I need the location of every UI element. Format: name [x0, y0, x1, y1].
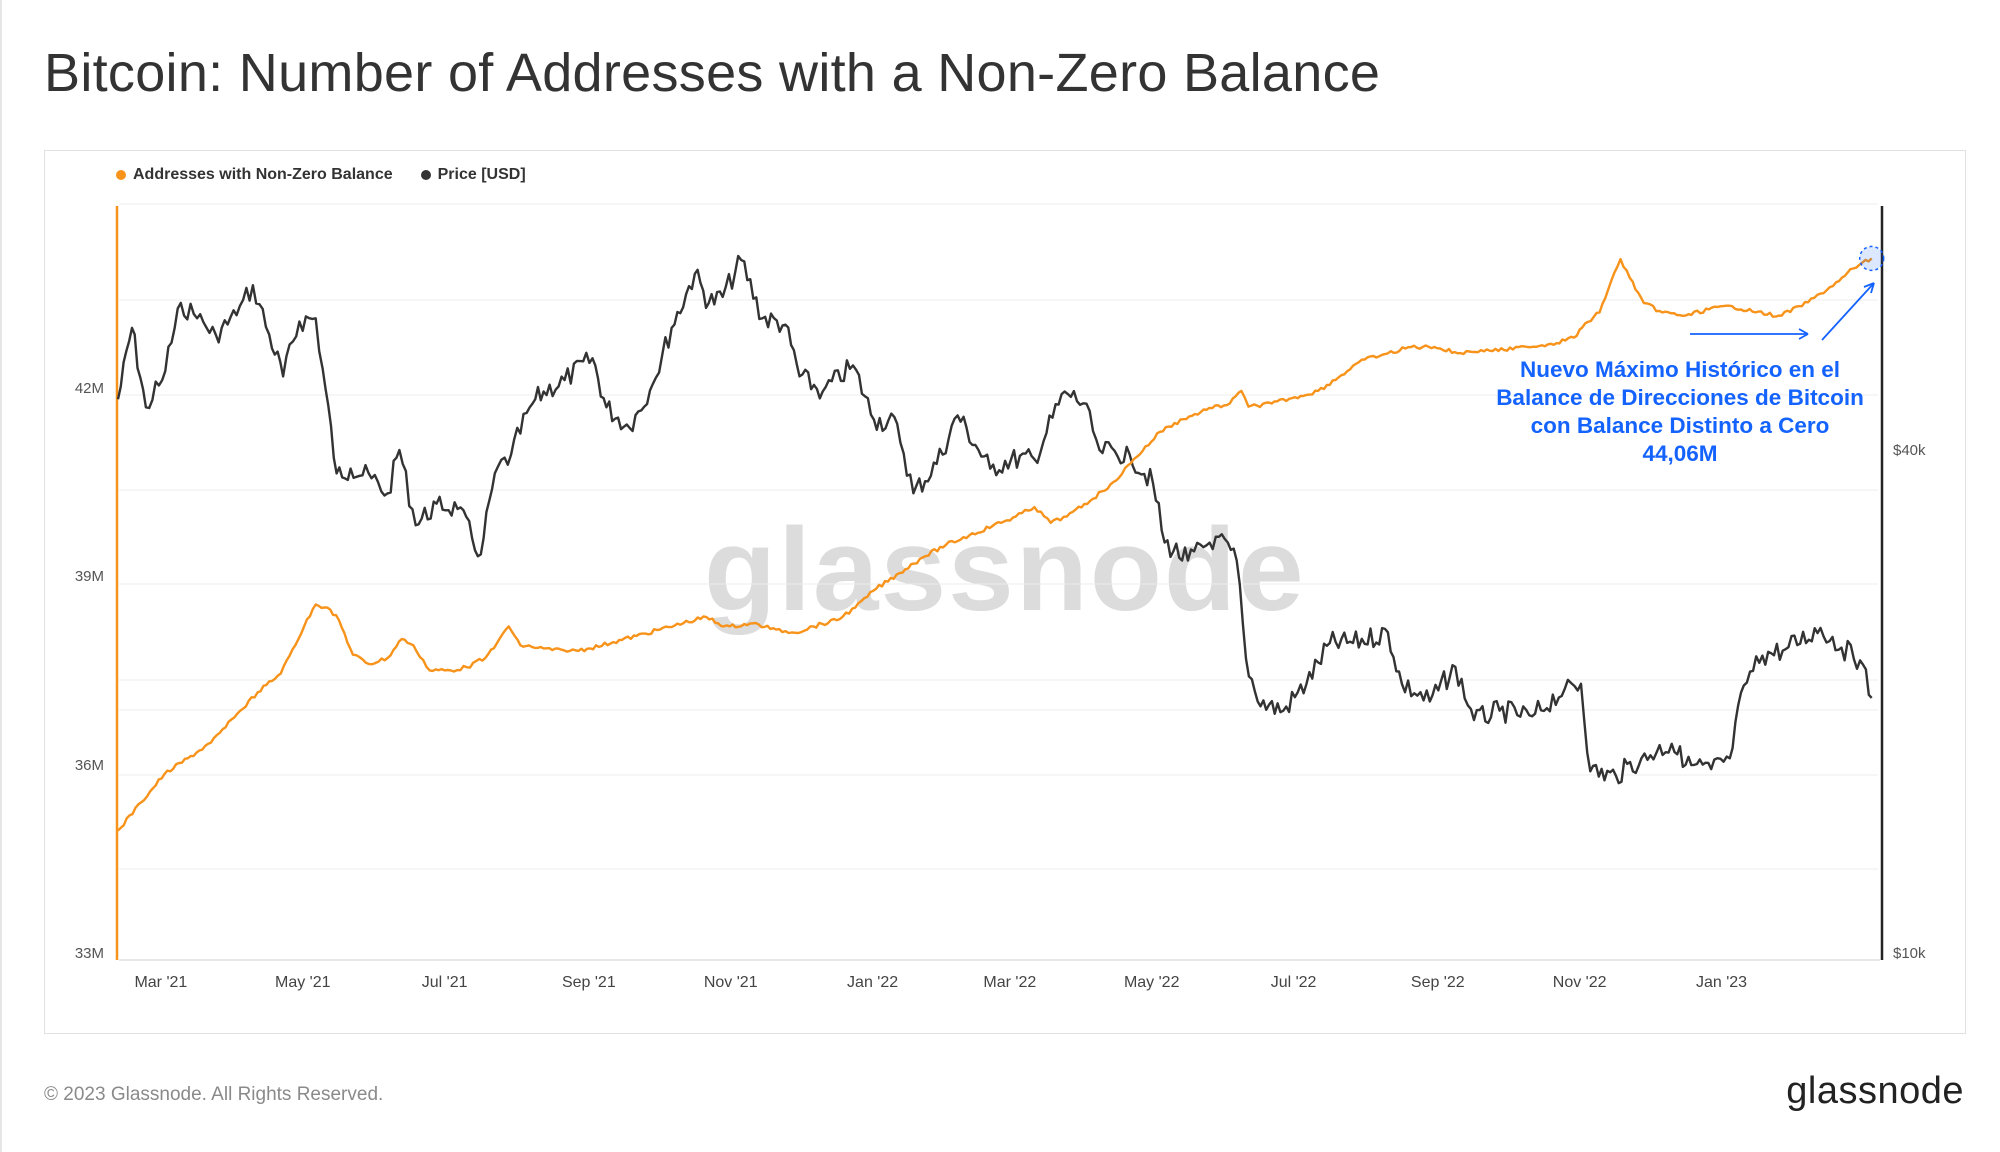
y-right-tick-label: $40k [1893, 442, 1926, 459]
legend-label-price: Price [USD] [437, 166, 526, 183]
annotation-line-3: con Balance Distinto a Cero [1530, 413, 1830, 438]
x-tick-label: Sep '21 [562, 974, 616, 991]
page-edge [0, 0, 2, 1152]
x-tick-label: May '22 [1124, 974, 1180, 991]
copyright-footer: © 2023 Glassnode. All Rights Reserved. [44, 1084, 384, 1105]
legend-item-price[interactable]: Price [USD] [420, 166, 526, 184]
addresses-series-line [117, 257, 1873, 832]
x-tick-label: Jan '22 [847, 974, 898, 991]
x-tick-label: Sep '22 [1411, 974, 1465, 991]
x-tick-label: Mar '21 [134, 974, 187, 991]
legend-dot-addresses [116, 170, 126, 180]
x-tick-label: Nov '22 [1553, 974, 1607, 991]
chart-panel [44, 150, 1966, 1034]
x-tick-label: Jul '22 [1271, 974, 1317, 991]
y-left-tick-label: 33M [75, 945, 104, 962]
legend: Addresses with Non-Zero Balance Price [U… [116, 166, 526, 184]
watermark: glassnode [704, 504, 1306, 636]
x-tick-label: May '21 [275, 974, 331, 991]
price-series-line [116, 254, 1873, 785]
legend-item-addresses[interactable]: Addresses with Non-Zero Balance [116, 166, 393, 184]
legend-dot-price [420, 170, 431, 180]
annotation-line-2: Balance de Direcciones de Bitcoin [1496, 385, 1864, 410]
y-left-tick-label: 42M [75, 380, 104, 397]
annotation-arrowhead-horizontal [1798, 328, 1809, 340]
annotation-line-1: Nuevo Máximo Histórico en el [1519, 357, 1841, 382]
ath-annotation: Nuevo Máximo Histórico en el Balance de … [1460, 356, 1900, 468]
legend-label-addresses: Addresses with Non-Zero Balance [133, 166, 393, 183]
y-left-tick-label: 39M [75, 568, 104, 585]
y-right-tick-label: $10k [1893, 945, 1926, 962]
x-tick-label: Jan '23 [1696, 974, 1747, 991]
x-tick-label: Mar '22 [983, 974, 1036, 991]
ath-highlight-circle [1858, 245, 1885, 272]
glassnode-logo[interactable]: glassnode [1786, 1070, 1964, 1112]
annotation-arrow-diagonal [1821, 282, 1875, 341]
chart-title: Bitcoin: Number of Addresses with a Non-… [44, 43, 1381, 103]
annotation-line-4: 44,06M [1642, 441, 1718, 466]
x-tick-label: Nov '21 [704, 974, 758, 991]
y-left-tick-label: 36M [75, 757, 104, 774]
annotation-arrowhead-diagonal [1863, 282, 1875, 294]
x-tick-label: Jul '21 [422, 974, 468, 991]
